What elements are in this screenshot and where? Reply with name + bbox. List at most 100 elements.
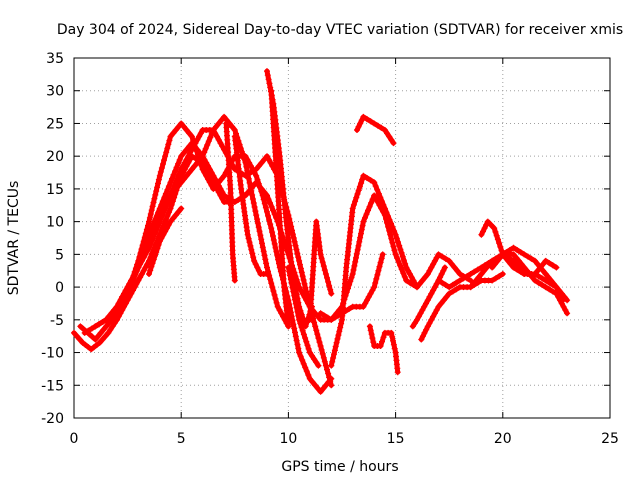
data-point [442,255,449,262]
data-point [317,343,324,349]
data-point [107,326,114,333]
data-point [156,172,163,179]
data-point [292,296,298,303]
y-tick-label: -5 [50,313,64,329]
data-point [388,136,395,143]
data-point [453,279,460,286]
data-point [243,163,250,170]
data-point [183,127,190,133]
data-point [175,208,182,215]
data-point [414,316,420,323]
data-point [446,284,453,291]
data-point [146,244,152,251]
data-point [411,320,418,327]
data-point [358,117,365,124]
data-point [491,261,498,268]
data-point [433,254,440,261]
data-point [542,284,549,291]
data-point [221,172,228,179]
data-point [456,271,463,277]
data-point [396,242,403,249]
data-point [438,271,445,277]
data-point [272,295,279,302]
data-point [273,299,280,306]
data-point [510,257,517,264]
data-point [545,274,552,281]
data-point [401,273,408,280]
data-point [431,310,438,317]
data-point [371,179,378,186]
data-point [270,237,277,243]
data-point [255,267,262,274]
data-point [371,192,378,199]
data-point [131,271,138,277]
data-point [464,273,471,280]
data-point [513,261,520,268]
data-point [497,243,504,250]
data-point [254,264,261,271]
data-point [261,252,268,259]
data-point [510,244,517,251]
data-point [291,238,298,245]
data-point [286,268,293,275]
data-point [316,339,323,346]
data-point [430,313,437,320]
data-point [71,329,77,336]
data-point [208,130,215,137]
data-point [265,156,272,163]
data-point [377,343,384,349]
data-point [424,323,431,330]
data-point [467,284,474,291]
data-point [99,319,106,325]
data-point [375,267,382,274]
data-point [295,345,302,352]
data-point [256,228,263,235]
data-point [199,159,206,166]
data-point [155,241,162,248]
data-point [135,277,142,284]
plot-border [73,57,611,419]
data-point [183,146,190,153]
series-arc-15 [354,113,397,147]
data-point [109,323,116,330]
data-point [528,255,535,262]
data-point [562,307,569,313]
data-point [152,216,159,223]
data-point [265,196,272,203]
data-point [197,130,204,137]
data-point [378,124,385,131]
data-point [400,270,407,277]
data-point [317,388,324,395]
data-point [352,258,359,265]
data-point [297,261,303,268]
data-point [147,211,154,217]
data-point [204,142,211,148]
data-point [292,333,299,340]
data-point [441,264,448,271]
data-point [264,264,270,271]
data-point [406,271,413,277]
data-point [188,153,195,160]
data-point [321,267,328,274]
data-point [332,343,339,350]
data-point [85,327,92,334]
data-point [312,323,319,330]
data-point [467,271,474,277]
data-point [356,183,363,190]
x-tick-label: 20 [494,431,512,447]
data-point [165,141,172,148]
data-point [524,253,531,260]
data-point [270,288,277,294]
data-point [158,201,165,208]
data-point [486,261,493,268]
data-point [369,287,376,294]
data-point [249,192,256,198]
data-point [303,338,310,345]
data-point [378,198,385,205]
data-point [165,209,172,216]
data-point [312,382,319,389]
data-point [261,189,268,196]
data-point [391,247,398,254]
data-point [172,191,179,197]
data-point [76,336,83,343]
